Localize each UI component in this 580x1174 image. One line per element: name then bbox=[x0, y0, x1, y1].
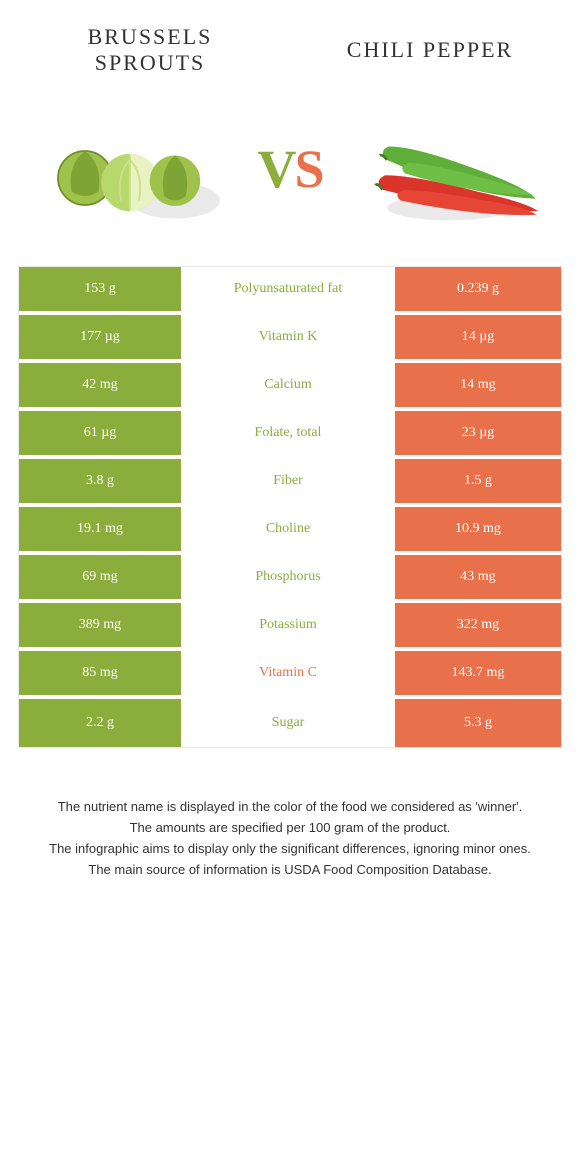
page-container: BRUSSELS SPROUTS CHILI PEPPER VS bbox=[0, 0, 580, 1174]
footer-line-4: The main source of information is USDA F… bbox=[24, 861, 556, 880]
images-row: VS bbox=[0, 86, 580, 266]
nutrient-label-cell: Folate, total bbox=[185, 411, 395, 455]
vs-s-letter: S bbox=[294, 139, 322, 199]
left-value-cell: 85 mg bbox=[19, 651, 185, 695]
left-value-cell: 389 mg bbox=[19, 603, 185, 647]
chili-image bbox=[350, 99, 550, 239]
nutrient-label-cell: Vitamin C bbox=[185, 651, 395, 695]
left-value-cell: 2.2 g bbox=[19, 699, 185, 747]
table-row: 389 mgPotassium322 mg bbox=[19, 603, 561, 651]
nutrient-label-cell: Fiber bbox=[185, 459, 395, 503]
nutrient-label-cell: Choline bbox=[185, 507, 395, 551]
nutrient-label-cell: Phosphorus bbox=[185, 555, 395, 599]
footer-line-1: The nutrient name is displayed in the co… bbox=[24, 798, 556, 817]
nutrient-label-cell: Vitamin K bbox=[185, 315, 395, 359]
sprouts-icon bbox=[40, 109, 220, 229]
food-title-left: BRUSSELS SPROUTS bbox=[50, 24, 250, 76]
food-title-right: CHILI PEPPER bbox=[330, 24, 530, 76]
footer-line-2: The amounts are specified per 100 gram o… bbox=[24, 819, 556, 838]
table-row: 3.8 gFiber1.5 g bbox=[19, 459, 561, 507]
vs-v-letter: V bbox=[257, 139, 294, 199]
right-value-cell: 1.5 g bbox=[395, 459, 561, 503]
table-row: 85 mgVitamin C143.7 mg bbox=[19, 651, 561, 699]
sprouts-image bbox=[30, 99, 230, 239]
left-value-cell: 42 mg bbox=[19, 363, 185, 407]
table-row: 2.2 gSugar5.3 g bbox=[19, 699, 561, 747]
left-value-cell: 19.1 mg bbox=[19, 507, 185, 551]
right-value-cell: 5.3 g bbox=[395, 699, 561, 747]
left-value-cell: 69 mg bbox=[19, 555, 185, 599]
chili-icon bbox=[360, 109, 540, 229]
right-value-cell: 14 µg bbox=[395, 315, 561, 359]
left-value-cell: 3.8 g bbox=[19, 459, 185, 503]
left-value-cell: 177 µg bbox=[19, 315, 185, 359]
table-row: 42 mgCalcium14 mg bbox=[19, 363, 561, 411]
table-row: 177 µgVitamin K14 µg bbox=[19, 315, 561, 363]
right-value-cell: 23 µg bbox=[395, 411, 561, 455]
table-row: 61 µgFolate, total23 µg bbox=[19, 411, 561, 459]
table-row: 19.1 mgCholine10.9 mg bbox=[19, 507, 561, 555]
nutrient-label-cell: Polyunsaturated fat bbox=[185, 267, 395, 311]
nutrient-label-cell: Sugar bbox=[185, 699, 395, 747]
table-row: 153 gPolyunsaturated fat0.239 g bbox=[19, 267, 561, 315]
nutrient-label-cell: Calcium bbox=[185, 363, 395, 407]
vs-label: VS bbox=[257, 142, 322, 196]
footer-notes: The nutrient name is displayed in the co… bbox=[0, 798, 580, 881]
nutrient-label-cell: Potassium bbox=[185, 603, 395, 647]
left-value-cell: 153 g bbox=[19, 267, 185, 311]
left-value-cell: 61 µg bbox=[19, 411, 185, 455]
footer-line-3: The infographic aims to display only the… bbox=[24, 840, 556, 859]
right-value-cell: 43 mg bbox=[395, 555, 561, 599]
right-value-cell: 10.9 mg bbox=[395, 507, 561, 551]
right-value-cell: 322 mg bbox=[395, 603, 561, 647]
nutrient-table: 153 gPolyunsaturated fat0.239 g177 µgVit… bbox=[18, 266, 562, 748]
titles-row: BRUSSELS SPROUTS CHILI PEPPER bbox=[0, 0, 580, 86]
table-row: 69 mgPhosphorus43 mg bbox=[19, 555, 561, 603]
right-value-cell: 0.239 g bbox=[395, 267, 561, 311]
right-value-cell: 143.7 mg bbox=[395, 651, 561, 695]
right-value-cell: 14 mg bbox=[395, 363, 561, 407]
